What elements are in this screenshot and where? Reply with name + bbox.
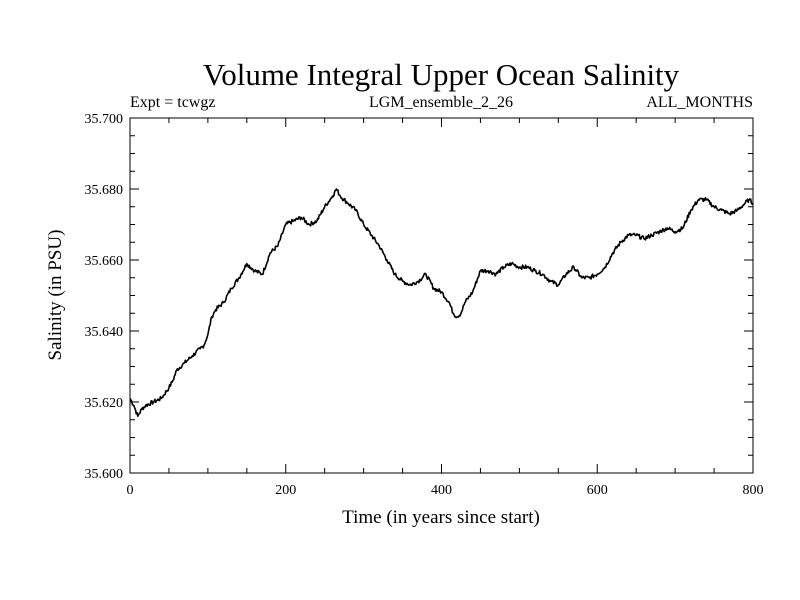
y-axis-label: Salinity (in PSU) [45, 230, 66, 361]
x-tick-label: 200 [275, 483, 296, 498]
x-axis-ticks [129, 118, 754, 473]
y-tick-label: 35.680 [85, 183, 124, 198]
x-tick-label: 600 [587, 483, 608, 498]
x-tick-label: 400 [431, 483, 452, 498]
y-tick-label: 35.660 [85, 254, 124, 269]
ensemble-label: LGM_ensemble_2_26 [369, 94, 513, 111]
chart-title: Volume Integral Upper Ocean Salinity [203, 57, 680, 92]
experiment-label: Expt = tcwgz [130, 94, 215, 111]
y-axis-ticks [130, 117, 753, 474]
plot-frame [129, 117, 754, 474]
y-axis-tick-labels: 35.600 35.620 35.640 35.660 35.680 35.700 [85, 112, 124, 482]
x-tick-label: 800 [743, 483, 764, 498]
x-axis-label: Time (in years since start) [342, 507, 540, 528]
y-tick-label: 35.600 [85, 467, 124, 482]
months-label: ALL_MONTHS [646, 94, 753, 111]
salinity-series-line [129, 188, 754, 417]
x-tick-label: 0 [127, 483, 134, 498]
y-tick-label: 35.640 [85, 325, 124, 340]
y-tick-label: 35.620 [85, 396, 124, 411]
x-axis-tick-labels: 0 200 400 600 800 [127, 483, 764, 498]
y-tick-label: 35.700 [85, 112, 124, 127]
